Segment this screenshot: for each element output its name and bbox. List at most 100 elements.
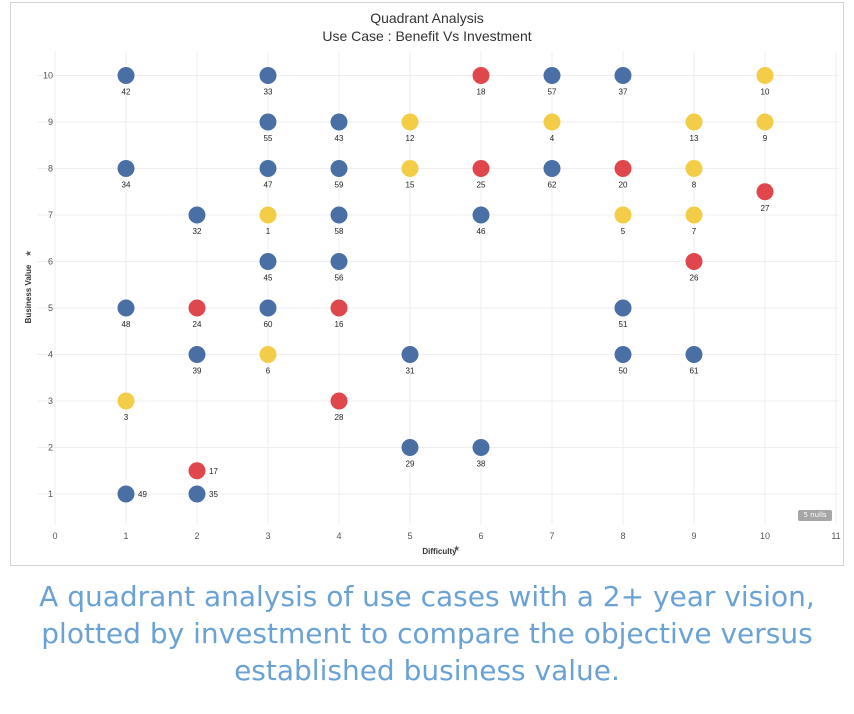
- data-point: [543, 113, 561, 131]
- x-tick-label: 6: [478, 531, 483, 541]
- y-tick-label: 5: [48, 303, 53, 313]
- data-point: [330, 206, 348, 224]
- x-tick-label: 4: [336, 531, 341, 541]
- data-label: 48: [122, 320, 131, 329]
- data-label: 38: [477, 460, 486, 469]
- y-axis-pin-icon: ★: [24, 250, 33, 257]
- data-label: 9: [763, 134, 768, 143]
- data-point: [614, 299, 632, 317]
- data-point: [614, 160, 632, 177]
- data-label: 60: [264, 320, 273, 329]
- data-point: [188, 299, 206, 317]
- data-point: [259, 299, 277, 317]
- chart-title: Quadrant Analysis: [370, 10, 484, 26]
- y-tick-label: 8: [48, 164, 53, 174]
- data-point: [756, 183, 774, 201]
- data-label: 16: [335, 320, 344, 329]
- data-point: [259, 113, 277, 131]
- data-point: [756, 67, 774, 84]
- data-point: [259, 67, 277, 84]
- data-point: [401, 160, 419, 177]
- y-tick-label: 6: [48, 257, 53, 267]
- data-label: 50: [619, 367, 628, 376]
- data-label: 3: [124, 413, 129, 422]
- data-point: [472, 439, 490, 456]
- y-tick-label: 2: [48, 443, 53, 453]
- data-label: 20: [619, 181, 628, 190]
- data-label: 62: [548, 181, 557, 190]
- data-point: [259, 253, 277, 270]
- data-label: 42: [122, 88, 131, 97]
- data-label: 6: [266, 367, 271, 376]
- x-tick-label: 7: [549, 531, 554, 541]
- figure-caption: A quadrant analysis of use cases with a …: [39, 580, 815, 687]
- data-label: 25: [477, 181, 486, 190]
- data-point: [614, 67, 632, 84]
- data-label: 58: [335, 227, 344, 236]
- x-axis-title: Difficulty: [422, 547, 457, 556]
- data-point: [188, 346, 206, 363]
- data-point: [259, 160, 277, 177]
- data-label: 15: [406, 181, 415, 190]
- data-label: 18: [477, 88, 486, 97]
- data-point: [401, 113, 419, 131]
- chart-subtitle: Use Case : Benefit Vs Investment: [322, 28, 532, 44]
- data-label: 55: [264, 134, 273, 143]
- data-label: 39: [193, 367, 202, 376]
- data-point: [188, 462, 206, 480]
- chart-frame: Quadrant Analysis Use Case : Benefit Vs …: [10, 2, 844, 566]
- data-point: [330, 299, 348, 317]
- data-point: [756, 113, 774, 131]
- x-tick-label: 0: [52, 531, 57, 541]
- y-tick-label: 4: [48, 350, 53, 360]
- data-label: 43: [335, 134, 344, 143]
- data-label: 10: [761, 88, 770, 97]
- data-label: 49: [138, 490, 147, 499]
- x-tick-label: 2: [194, 531, 199, 541]
- data-point: [685, 113, 703, 131]
- y-tick-label: 7: [48, 210, 53, 220]
- data-point: [614, 346, 632, 363]
- data-label: 12: [406, 134, 415, 143]
- data-label: 24: [193, 320, 202, 329]
- x-tick-label: 3: [265, 531, 270, 541]
- data-label: 1: [266, 227, 271, 236]
- data-label: 35: [209, 490, 218, 499]
- data-label: 31: [406, 367, 415, 376]
- data-label: 4: [550, 134, 555, 143]
- x-tick-label: 8: [620, 531, 625, 541]
- data-point: [117, 160, 135, 177]
- data-point: [188, 206, 206, 224]
- x-tick-label: 11: [831, 531, 840, 541]
- data-point: [330, 392, 348, 410]
- data-label: 13: [690, 134, 699, 143]
- data-label: 59: [335, 181, 344, 190]
- data-label: 29: [406, 460, 415, 469]
- data-label: 28: [335, 413, 344, 422]
- data-label: 27: [761, 204, 770, 213]
- data-point: [117, 299, 135, 317]
- data-label: 7: [692, 227, 697, 236]
- data-label: 45: [264, 274, 273, 283]
- data-point: [472, 206, 490, 224]
- data-point: [117, 485, 135, 503]
- data-label: 33: [264, 88, 273, 97]
- data-label: 61: [690, 367, 699, 376]
- x-tick-label: 9: [691, 531, 696, 541]
- data-point: [614, 206, 632, 224]
- data-label: 57: [548, 88, 557, 97]
- data-point: [330, 113, 348, 131]
- y-tick-label: 3: [48, 396, 53, 406]
- x-tick-label: 10: [760, 531, 770, 541]
- data-point: [685, 160, 703, 177]
- data-label: 34: [122, 181, 131, 190]
- data-point: [543, 67, 561, 84]
- nulls-indicator[interactable]: 5 nulls: [798, 510, 832, 521]
- data-point: [401, 439, 419, 456]
- data-label: 37: [619, 88, 628, 97]
- y-tick-label: 1: [48, 489, 53, 499]
- y-axis-title: Business Value: [24, 264, 33, 323]
- data-point: [685, 206, 703, 224]
- data-label: 51: [619, 320, 628, 329]
- data-label: 32: [193, 227, 202, 236]
